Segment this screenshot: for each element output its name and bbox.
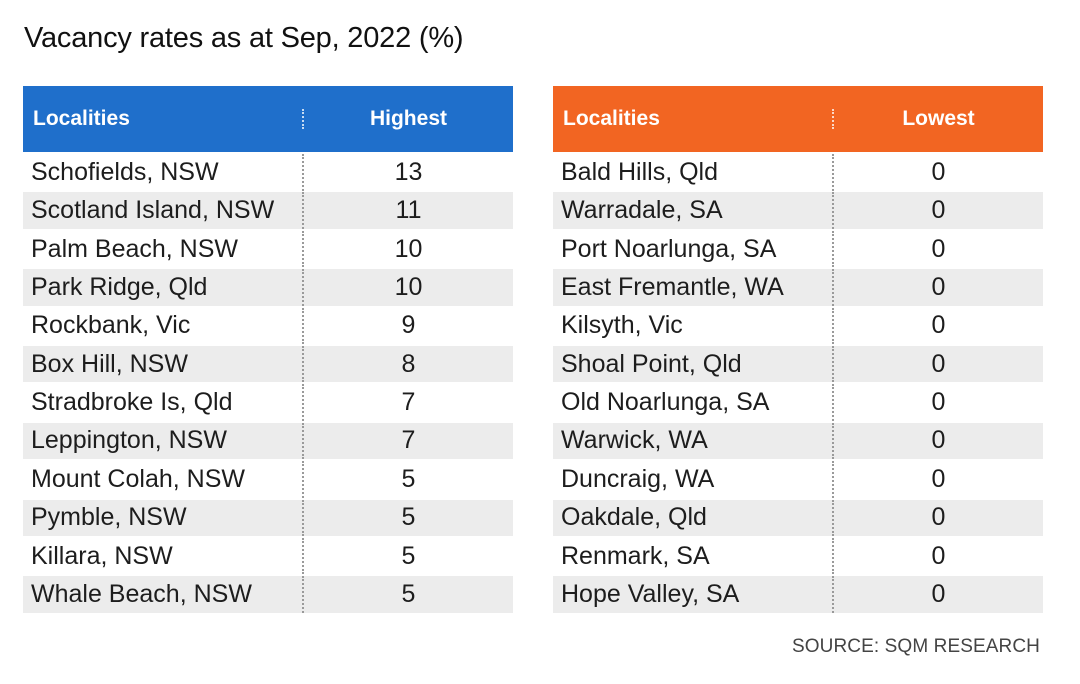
table-row: Killara, NSW 5 xyxy=(23,537,513,575)
highest-table: Localities Highest Schofields, NSW 13 Scot… xyxy=(23,86,513,615)
locality-cell: Old Noarlunga, SA xyxy=(553,384,834,421)
rate-cell: 8 xyxy=(401,349,416,378)
locality-cell: Stradbroke Is, Qld xyxy=(23,384,304,421)
locality-cell: Duncraig, WA xyxy=(553,461,834,498)
table-row: Oakdale, Qld 0 xyxy=(553,499,1043,537)
locality-cell: Schofields, NSW xyxy=(23,154,304,191)
lowest-table-header: Localities Lowest xyxy=(553,86,1043,152)
rate-cell: 7 xyxy=(401,426,416,455)
locality-cell: Palm Beach, NSW xyxy=(23,230,304,268)
rate-cell: 13 xyxy=(394,157,423,186)
locality-cell: Warwick, WA xyxy=(553,422,834,460)
lowest-table-body: Bald Hills, Qld 0 Warradale, SA 0 Port Noarl… xyxy=(553,154,1043,613)
locality-cell: Hope Valley, SA xyxy=(553,576,834,613)
highest-table-body: Schofields, NSW 13 Scotland Island, NSW 11 P… xyxy=(23,154,513,613)
table-row: Old Noarlunga, SA 0 xyxy=(553,384,1043,421)
locality-cell: Mount Colah, NSW xyxy=(23,461,304,498)
rate-cell: 9 xyxy=(401,311,416,340)
table-row: Hope Valley, SA 0 xyxy=(553,576,1043,613)
table-row: Renmark, SA 0 xyxy=(553,537,1043,575)
rate-cell: 0 xyxy=(931,541,946,570)
table-row: Stradbroke Is, Qld 7 xyxy=(23,384,513,421)
locality-cell: Scotland Island, NSW xyxy=(23,192,304,229)
table-row: Schofields, NSW 13 xyxy=(23,154,513,191)
rate-cell: 0 xyxy=(931,311,946,340)
column-header-localities: Localities xyxy=(23,107,304,131)
locality-cell: Oakdale, Qld xyxy=(553,499,834,537)
rate-cell: 0 xyxy=(931,196,946,225)
rate-cell: 0 xyxy=(931,426,946,455)
rate-cell: 5 xyxy=(401,541,416,570)
table-row: Warwick, WA 0 xyxy=(553,422,1043,460)
table-row: Leppington, NSW 7 xyxy=(23,422,513,460)
locality-cell: Park Ridge, Qld xyxy=(23,269,304,306)
rate-cell: 0 xyxy=(931,388,946,417)
table-row: Shoal Point, Qld 0 xyxy=(553,345,1043,383)
source-note: SOURCE: SQM RESEARCH xyxy=(792,636,1040,657)
locality-cell: Kilsyth, Vic xyxy=(553,307,834,345)
table-row: Kilsyth, Vic 0 xyxy=(553,307,1043,345)
locality-cell: Leppington, NSW xyxy=(23,422,304,460)
table-row: Bald Hills, Qld 0 xyxy=(553,154,1043,191)
rate-cell: 7 xyxy=(401,388,416,417)
locality-cell: Whale Beach, NSW xyxy=(23,576,304,613)
rate-cell: 11 xyxy=(395,196,422,225)
rate-cell: 0 xyxy=(931,157,946,186)
rate-cell: 0 xyxy=(931,349,946,378)
rate-cell: 10 xyxy=(394,234,423,263)
rate-cell: 5 xyxy=(401,580,416,609)
rate-cell: 0 xyxy=(931,580,946,609)
table-row: Palm Beach, NSW 10 xyxy=(23,230,513,268)
locality-cell: Shoal Point, Qld xyxy=(553,345,834,383)
locality-cell: East Fremantle, WA xyxy=(553,269,834,306)
rate-cell: 0 xyxy=(931,272,946,301)
column-header-lowest: Lowest xyxy=(902,107,975,130)
table-row: Warradale, SA 0 xyxy=(553,192,1043,229)
locality-cell: Box Hill, NSW xyxy=(23,345,304,383)
locality-cell: Pymble, NSW xyxy=(23,499,304,537)
rate-cell: 5 xyxy=(401,464,416,493)
rate-cell: 0 xyxy=(931,234,946,263)
table-row: Rockbank, Vic 9 xyxy=(23,307,513,345)
table-row: Scotland Island, NSW 11 xyxy=(23,192,513,229)
table-row: Duncraig, WA 0 xyxy=(553,461,1043,498)
table-row: Pymble, NSW 5 xyxy=(23,499,513,537)
table-row: Port Noarlunga, SA 0 xyxy=(553,230,1043,268)
locality-cell: Warradale, SA xyxy=(553,192,834,229)
table-row: East Fremantle, WA 0 xyxy=(553,269,1043,306)
column-header-highest: Highest xyxy=(369,107,447,130)
rate-cell: 0 xyxy=(931,464,946,493)
rate-cell: 10 xyxy=(394,272,423,301)
table-row: Box Hill, NSW 8 xyxy=(23,345,513,383)
table-row: Whale Beach, NSW 5 xyxy=(23,576,513,613)
chart-title: Vacancy rates as at Sep, 2022 (%) xyxy=(24,22,464,54)
table-row: Mount Colah, NSW 5 xyxy=(23,461,513,498)
locality-cell: Rockbank, Vic xyxy=(23,307,304,345)
locality-cell: Port Noarlunga, SA xyxy=(553,230,834,268)
lowest-table: Localities Lowest Bald Hills, Qld 0 Warrad… xyxy=(553,86,1043,615)
rate-cell: 5 xyxy=(401,503,416,532)
highest-table-header: Localities Highest xyxy=(23,86,513,152)
locality-cell: Renmark, SA xyxy=(553,537,834,575)
locality-cell: Killara, NSW xyxy=(23,537,304,575)
locality-cell: Bald Hills, Qld xyxy=(553,154,834,191)
rate-cell: 0 xyxy=(931,503,946,532)
column-header-localities: Localities xyxy=(553,107,834,131)
table-row: Park Ridge, Qld 10 xyxy=(23,269,513,306)
